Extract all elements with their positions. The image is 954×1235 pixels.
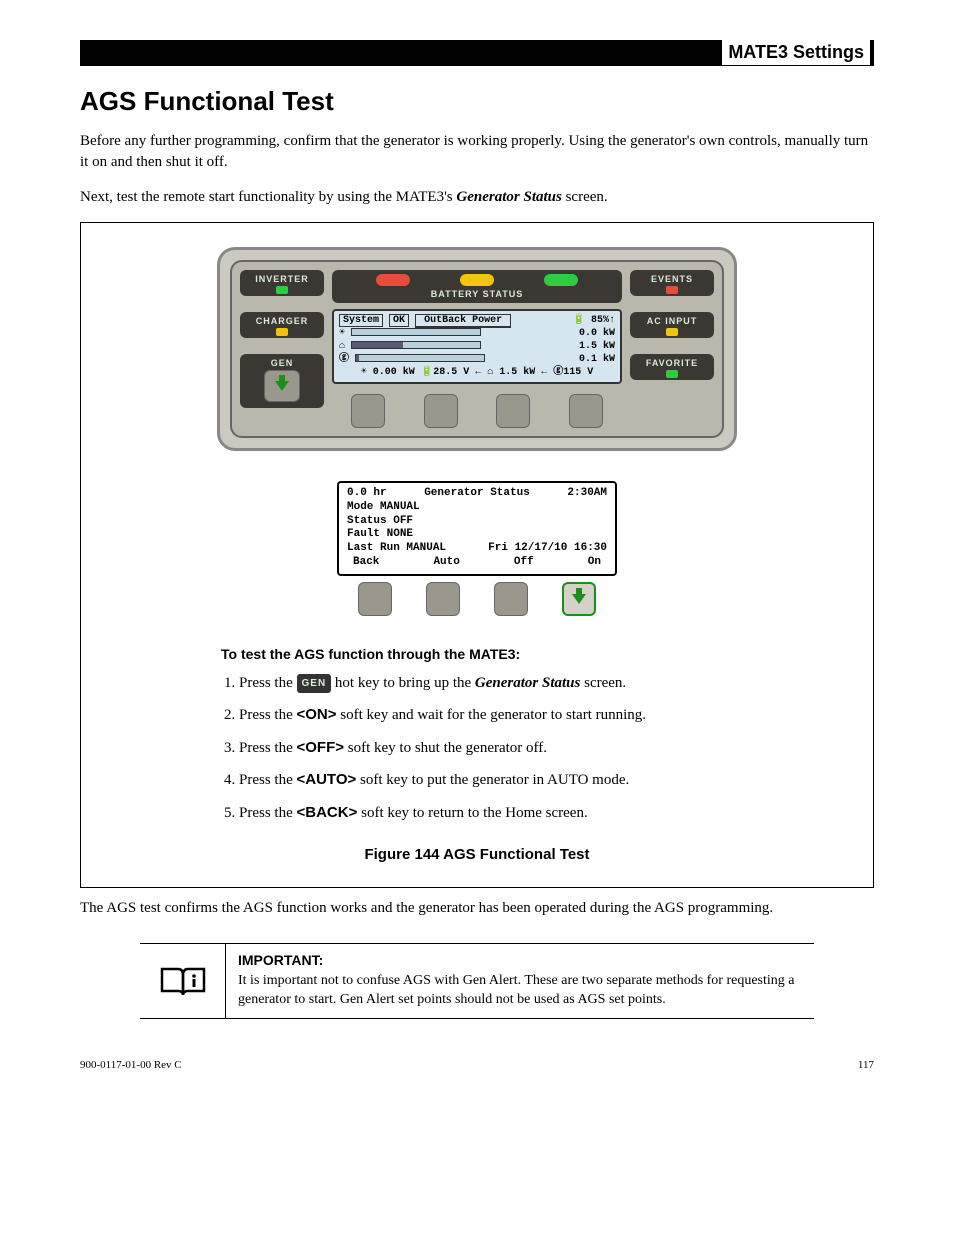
gen-softkey-auto[interactable] xyxy=(426,582,460,616)
lcd-system: System OK OutBack Power xyxy=(339,314,511,327)
gen-hr: 0.0 hr xyxy=(347,487,387,501)
gen-time: 2:30AM xyxy=(567,487,607,501)
footer-right: 117 xyxy=(858,1059,874,1071)
important-text: IMPORTANT: It is important not to confus… xyxy=(226,944,814,1018)
charger-led xyxy=(276,328,288,336)
lcd-row-1: ☀ 0.0 kW xyxy=(339,327,615,340)
gen-status-row: Status OFF xyxy=(347,515,607,529)
after-para: The AGS test confirms the AGS function w… xyxy=(80,898,874,919)
gen-status-panel: 0.0 hr Generator Status 2:30AM Mode MANU… xyxy=(337,481,617,616)
gen-mode-row: Mode MANUAL xyxy=(347,501,607,515)
page-header-bar: MATE3 Settings xyxy=(80,40,874,66)
inverter-label: INVERTER xyxy=(255,274,309,284)
device-center-col: BATTERY STATUS System OK OutBack Power 🔋… xyxy=(332,270,622,428)
step-2: Press the <ON> soft key and wait for the… xyxy=(239,704,843,727)
steps-list: Press the GEN hot key to bring up the Ge… xyxy=(239,672,843,825)
soft-auto: Auto xyxy=(433,556,459,570)
gen-title-row: 0.0 hr Generator Status 2:30AM xyxy=(347,487,607,501)
events-label: EVENTS xyxy=(651,274,693,284)
important-title: IMPORTANT: xyxy=(238,952,802,968)
soft-back: Back xyxy=(353,556,379,570)
gen-softlabels: Back Auto Off On xyxy=(347,556,607,570)
important-body: It is important not to confuse AGS with … xyxy=(238,972,802,1010)
battery-led-red xyxy=(376,274,410,286)
book-info-icon xyxy=(158,961,208,1001)
figure-caption: Figure 144 AGS Functional Test xyxy=(111,846,843,863)
device-inner: INVERTER CHARGER GEN xyxy=(230,260,724,438)
gen-softkey-on[interactable] xyxy=(562,582,596,616)
page-title: AGS Functional Test xyxy=(80,86,874,117)
lcd-row-2: ⌂ 1.5 kW xyxy=(339,340,615,353)
header-title: MATE3 Settings xyxy=(722,40,874,65)
main-softkeys xyxy=(332,394,622,428)
acinput-button[interactable]: AC INPUT xyxy=(630,312,714,338)
gen-softkeys xyxy=(337,582,617,616)
charger-label: CHARGER xyxy=(256,316,309,326)
acinput-label: AC INPUT xyxy=(647,316,698,326)
favorite-button[interactable]: FAVORITE xyxy=(630,354,714,380)
favorite-led xyxy=(666,370,678,378)
events-led xyxy=(666,286,678,294)
battery-status-panel: BATTERY STATUS xyxy=(332,270,622,303)
gen-fault-row: Fault NONE xyxy=(347,528,607,542)
device-right-col: EVENTS AC INPUT FAVORITE xyxy=(630,270,714,428)
step-1: Press the GEN hot key to bring up the Ge… xyxy=(239,672,843,695)
step-3: Press the <OFF> soft key to shut the gen… xyxy=(239,737,843,760)
device-left-col: INVERTER CHARGER GEN xyxy=(240,270,324,428)
gen-last-row: Last Run MANUAL Fri 12/17/10 16:30 xyxy=(347,542,607,556)
intro-2c: screen. xyxy=(562,189,608,205)
lcd-bottom-row: ☀ 0.00 kW 🔋28.5 V ← ⌂ 1.5 kW ← ⓖ115 V xyxy=(339,366,615,379)
intro-2a: Next, test the remote start functionalit… xyxy=(80,189,456,205)
footer-left: 900-0117-01-00 Rev C xyxy=(80,1059,182,1071)
lcd-row-3: ⓖ 0.1 kW xyxy=(339,353,615,366)
arrow-down-icon xyxy=(275,381,289,391)
gen-softkey-back[interactable] xyxy=(358,582,392,616)
battery-status-label: BATTERY STATUS xyxy=(431,289,524,299)
favorite-label: FAVORITE xyxy=(646,358,698,368)
arrow-down-icon xyxy=(572,594,586,604)
mate3-device: INVERTER CHARGER GEN xyxy=(217,247,737,451)
inverter-button[interactable]: INVERTER xyxy=(240,270,324,296)
battery-led-yellow xyxy=(460,274,494,286)
gen-hotkey[interactable] xyxy=(264,370,300,402)
intro-para-1: Before any further programming, confirm … xyxy=(80,131,874,173)
battery-led-green xyxy=(544,274,578,286)
acinput-led xyxy=(666,328,678,336)
intro-2b: Generator Status xyxy=(456,189,561,205)
softkey-2[interactable] xyxy=(424,394,458,428)
softkey-4[interactable] xyxy=(569,394,603,428)
page-footer: 900-0117-01-00 Rev C 117 xyxy=(80,1059,874,1071)
gen-label: GEN xyxy=(271,358,294,368)
gen-button[interactable]: GEN xyxy=(240,354,324,408)
step-4: Press the <AUTO> soft key to put the gen… xyxy=(239,769,843,792)
soft-off: Off xyxy=(514,556,534,570)
gen-title: Generator Status xyxy=(424,487,530,501)
important-icon-cell xyxy=(140,944,226,1018)
events-button[interactable]: EVENTS xyxy=(630,270,714,296)
important-box: IMPORTANT: It is important not to confus… xyxy=(140,943,814,1019)
instructions-heading: To test the AGS function through the MAT… xyxy=(221,646,843,662)
gen-status-lcd: 0.0 hr Generator Status 2:30AM Mode MANU… xyxy=(337,481,617,576)
intro-para-2: Next, test the remote start functionalit… xyxy=(80,187,874,208)
gen-chip: GEN xyxy=(297,674,332,693)
soft-on: On xyxy=(588,556,601,570)
inverter-led xyxy=(276,286,288,294)
main-lcd: System OK OutBack Power 🔋 85%↑ ☀ 0.0 kW … xyxy=(332,309,622,384)
battery-leds xyxy=(376,274,578,286)
lcd-batt-pct: 🔋 85%↑ xyxy=(573,314,615,327)
lcd-top-row: System OK OutBack Power 🔋 85%↑ xyxy=(339,314,615,327)
step-5: Press the <BACK> soft key to return to t… xyxy=(239,802,843,825)
softkey-1[interactable] xyxy=(351,394,385,428)
gen-softkey-off[interactable] xyxy=(494,582,528,616)
charger-button[interactable]: CHARGER xyxy=(240,312,324,338)
figure-frame: INVERTER CHARGER GEN xyxy=(80,222,874,888)
softkey-3[interactable] xyxy=(496,394,530,428)
